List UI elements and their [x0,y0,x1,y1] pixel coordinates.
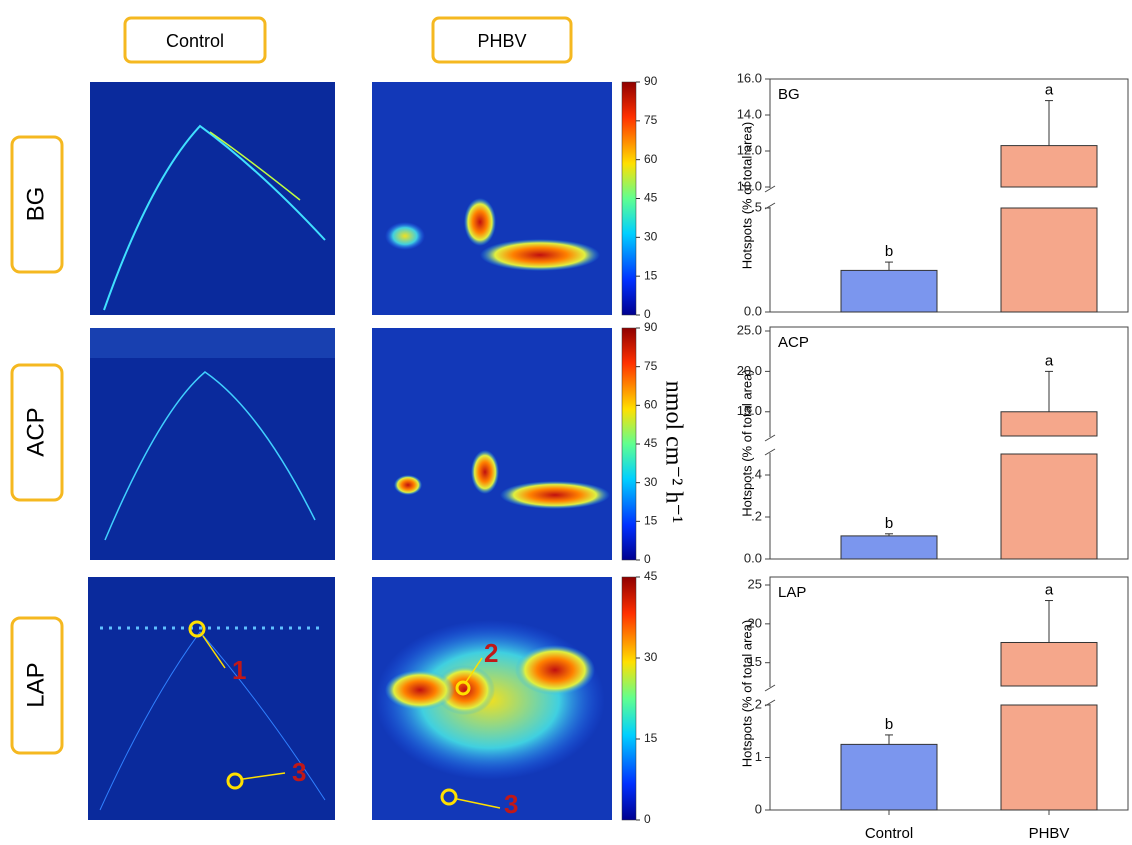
significance-letter: b [885,515,893,532]
row-header: ACP [22,407,49,456]
bar [1001,642,1097,686]
colorbar-tick-label: 30 [644,475,658,489]
row-header: BG [22,187,49,222]
colorbar-tick-label: 45 [644,569,658,583]
y-tick-label: 0 [755,801,762,816]
control-images: 1 3 [88,82,335,820]
colorbar-tick-label: 0 [644,552,651,566]
colorbar-tick-label: 75 [644,359,658,373]
colorbar-tick-label: 15 [644,514,658,528]
page: Control PHBV BG ACP LAP 1 3 [0,0,1132,845]
colorbar-tick-label: 15 [644,268,658,282]
y-tick-label: 20 [748,615,762,630]
colorbar-unit: nmol cm⁻² h⁻¹ [660,381,686,523]
colorbar-tick-label: 15 [644,731,658,745]
hotspot [385,222,425,250]
column-header: Control [166,31,224,51]
row-header: LAP [22,662,49,707]
significance-letter: b [885,243,893,260]
colorbar-tick-label: 60 [644,152,658,166]
bar [841,536,937,559]
y-tick-label: .2 [751,508,762,523]
colorbar [622,82,636,315]
marker-label: 1 [232,655,246,685]
colorbar-tick-label: 45 [644,436,658,450]
x-tick-label: Control [865,825,913,842]
chart-title: LAP [778,584,806,601]
y-tick-label: 0.0 [744,550,762,565]
y-tick-label: 12.0 [737,142,762,157]
colorbar [622,577,636,820]
bar [1001,705,1097,810]
colorbar-tick-label: 90 [644,74,658,88]
y-axis-label: Hotspots (% of total area) [739,369,754,516]
column-header: PHBV [477,31,526,51]
bar [1001,454,1097,559]
chart-title: ACP [778,334,809,351]
chart-title: BG [778,86,800,103]
bar [1001,146,1097,187]
colorbar-tick-label: 30 [644,650,658,664]
significance-letter: a [1045,582,1054,599]
figure: Control PHBV BG ACP LAP 1 3 [0,0,1132,845]
marker-label: 2 [484,638,498,668]
zymogram-band [90,328,335,358]
marker-label: 3 [504,789,518,819]
colorbar-tick-label: 0 [644,307,651,321]
hotspot [471,450,499,494]
y-tick-label: 14.0 [737,106,762,121]
y-tick-label: 25 [748,576,762,591]
colorbar [622,328,636,560]
hotspot [480,239,600,271]
significance-letter: a [1045,352,1054,369]
significance-letter: b [885,716,893,733]
x-tick-label: PHBV [1029,825,1070,842]
bar [1001,208,1097,312]
significance-letter: a [1045,82,1054,99]
y-tick-label: 15 [748,654,762,669]
hotspot [385,670,455,710]
zymogram [90,328,335,560]
bar [841,270,937,312]
phbv-images: 2 3 [372,82,612,820]
y-tick-label: 20.0 [737,363,762,378]
colorbar-tick-label: 30 [644,230,658,244]
hotspot [500,481,610,509]
bar [1001,412,1097,436]
zymogram [372,328,612,560]
marker-label: 3 [292,757,306,787]
hotspot [464,198,496,246]
axis-break [767,188,773,207]
y-axis-label: Hotspots (% of total area) [739,620,754,767]
zymogram [372,82,612,315]
y-tick-label: 0.0 [744,303,762,318]
y-tick-label: 10.0 [737,178,762,193]
colorbar-tick-label: 75 [644,113,658,127]
y-tick-label: 15.0 [737,403,762,418]
y-tick-label: .5 [751,199,762,214]
colorbar-tick-label: 0 [644,812,651,826]
y-tick-label: 16.0 [737,70,762,85]
y-tick-label: 1 [755,749,762,764]
bar [841,744,937,810]
colorbar-tick-label: 60 [644,398,658,412]
y-tick-label: 25.0 [737,322,762,337]
y-tick-label: .4 [751,466,762,481]
hotspot [394,475,422,495]
colorbar-tick-label: 90 [644,320,658,334]
y-tick-label: 2 [755,696,762,711]
hotspot [515,645,595,695]
colorbar-tick-label: 45 [644,191,658,205]
